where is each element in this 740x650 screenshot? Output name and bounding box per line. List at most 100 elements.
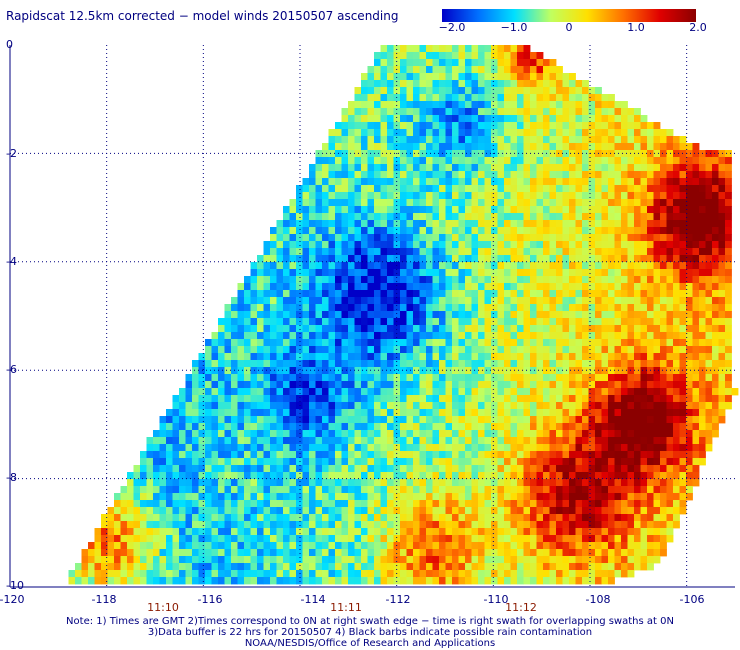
wind-cell [393,199,401,207]
wind-cell [510,360,518,368]
wind-cell [497,269,505,277]
wind-cell [536,500,544,508]
wind-cell [491,402,498,410]
wind-cell [718,248,726,256]
wind-cell [491,129,498,137]
wind-cell [673,458,680,466]
wind-cell [244,507,251,515]
wind-cell [660,381,667,389]
wind-cell [426,297,433,305]
wind-cell [634,297,641,305]
wind-cell [608,311,615,319]
wind-cell [523,178,531,186]
wind-cell [517,395,524,403]
wind-cell [458,304,466,312]
wind-cell [244,458,251,466]
wind-cell [367,486,375,494]
wind-cell [530,136,537,144]
wind-cell [588,395,596,403]
wind-cell [692,206,700,214]
wind-cell [595,458,602,466]
wind-cell [328,199,336,207]
wind-cell [504,45,511,53]
wind-cell [647,276,654,284]
wind-cell [536,276,544,284]
wind-cell [673,136,680,144]
wind-cell [601,514,609,522]
wind-cell [530,416,537,424]
wind-cell [439,521,446,529]
wind-cell [510,283,518,291]
wind-cell [172,493,180,501]
wind-cell [406,276,414,284]
wind-cell [159,507,167,515]
wind-cell [588,374,596,382]
wind-cell [497,507,505,515]
wind-cell [393,416,401,424]
wind-cell [341,234,349,242]
wind-cell [627,346,635,354]
wind-cell [179,430,186,438]
wind-cell [679,178,687,186]
wind-cell [380,80,388,88]
wind-cell [699,290,706,298]
wind-cell [660,486,667,494]
wind-cell [660,192,667,200]
wind-cell [328,283,336,291]
wind-cell [536,213,544,221]
wind-cell [406,521,414,529]
wind-cell [504,465,511,473]
wind-cell [601,269,609,277]
wind-cell [582,402,589,410]
wind-cell [205,339,212,347]
wind-cell [354,472,362,480]
wind-cell [133,528,141,536]
wind-cell [517,178,524,186]
wind-cell [517,66,524,74]
wind-cell [244,304,251,312]
wind-cell [432,122,440,130]
wind-cell [172,500,180,508]
wind-cell [270,486,277,494]
wind-cell [510,150,518,158]
wind-cell [679,269,687,277]
wind-cell [647,290,654,298]
wind-cell [283,353,290,361]
wind-cell [426,416,433,424]
wind-cell [621,213,628,221]
wind-cell [348,367,355,375]
wind-cell [406,332,414,340]
wind-cell [335,304,342,312]
wind-cell [413,276,420,284]
wind-cell [627,311,635,319]
wind-cell [718,276,726,284]
wind-cell [289,465,297,473]
wind-cell [666,507,674,515]
wind-cell [257,514,264,522]
wind-cell [679,353,687,361]
wind-cell [465,199,472,207]
wind-cell [497,451,505,459]
wind-cell [244,451,251,459]
wind-cell [348,458,355,466]
wind-cell [725,353,732,361]
wind-cell [198,451,206,459]
wind-cell [491,437,498,445]
wind-cell [315,507,323,515]
wind-cell [478,276,485,284]
wind-cell [523,521,531,529]
wind-cell [237,451,245,459]
wind-cell [341,283,349,291]
wind-cell [205,388,212,396]
wind-cell [627,143,635,151]
wind-cell [523,262,531,270]
wind-cell [231,437,238,445]
wind-cell [504,122,511,130]
wind-cell [361,388,368,396]
wind-cell [309,283,316,291]
wind-cell [205,472,212,480]
wind-cell [374,115,381,123]
wind-cell [660,325,667,333]
wind-cell [289,283,297,291]
wind-cell [621,451,628,459]
